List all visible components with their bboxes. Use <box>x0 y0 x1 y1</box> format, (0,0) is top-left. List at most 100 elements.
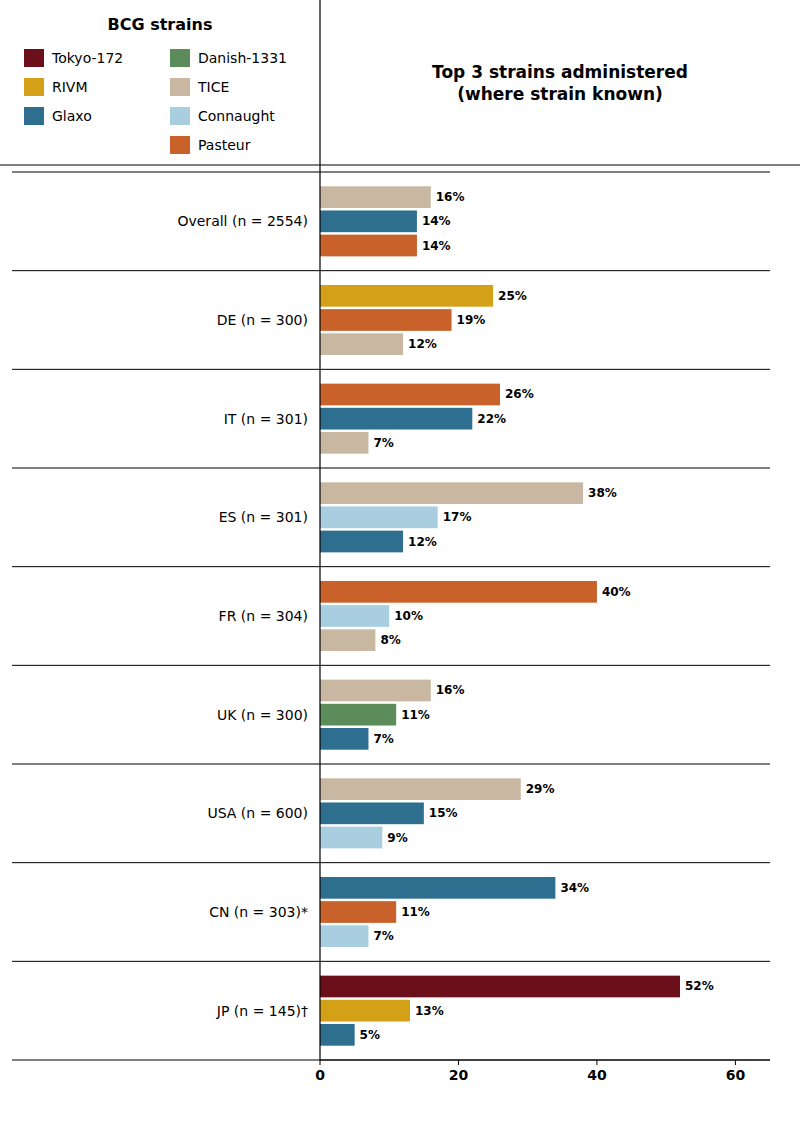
data-label: 14% <box>422 214 451 228</box>
bar <box>320 408 472 430</box>
row-separator <box>12 764 770 765</box>
bar <box>320 827 382 849</box>
bar <box>320 309 452 331</box>
bar <box>320 210 417 232</box>
category-label: USA (n = 600) <box>207 805 308 821</box>
row-separator <box>12 961 770 962</box>
legend-swatch <box>170 78 190 96</box>
legend-entry: TICE <box>197 79 229 95</box>
category-label: ES (n = 301) <box>219 509 308 525</box>
data-label: 38% <box>588 486 617 500</box>
x-axis <box>320 1059 770 1060</box>
title-line: Top 3 strains administered <box>432 62 688 82</box>
data-label: 52% <box>685 979 714 993</box>
legend-entry: Connaught <box>198 108 275 124</box>
row-separator <box>12 1060 770 1061</box>
data-label: 11% <box>401 708 430 722</box>
bar <box>320 877 555 899</box>
data-label: 19% <box>457 313 486 327</box>
tick-label: 20 <box>449 1067 469 1083</box>
separator <box>0 164 800 165</box>
legend-swatch <box>170 107 190 125</box>
bar <box>320 285 493 307</box>
bar <box>320 605 389 627</box>
data-label: 7% <box>373 732 393 746</box>
data-label: 16% <box>436 190 465 204</box>
tick-label: 0 <box>315 1067 325 1083</box>
title-line: (where strain known) <box>457 84 663 104</box>
category-label: JP (n = 145)† <box>216 1003 308 1019</box>
data-label: 25% <box>498 289 527 303</box>
row-separator <box>12 665 770 666</box>
bar <box>320 1000 410 1022</box>
category-label: Overall (n = 2554) <box>177 213 308 229</box>
legend-swatch <box>170 49 190 67</box>
legend-entry: Glaxo <box>52 108 92 124</box>
category-label: FR (n = 304) <box>219 608 308 624</box>
bar <box>320 704 396 726</box>
data-label: 29% <box>526 782 555 796</box>
data-label: 34% <box>560 881 589 895</box>
tick <box>596 1060 597 1065</box>
chart: BCG strainsTokyo-172RIVMGlaxoDanish-1331… <box>0 0 800 1124</box>
tick-label: 40 <box>587 1067 607 1083</box>
separator <box>319 165 320 1060</box>
bar <box>320 680 431 702</box>
data-label: 15% <box>429 806 458 820</box>
bar <box>320 482 583 504</box>
bar <box>320 976 680 998</box>
row-separator <box>12 566 770 567</box>
legend-entry: RIVM <box>52 79 88 95</box>
category-label: IT (n = 301) <box>224 411 308 427</box>
legend-title: BCG strains <box>108 15 213 34</box>
separator <box>319 0 320 165</box>
data-label: 13% <box>415 1004 444 1018</box>
bar <box>320 186 431 208</box>
bar <box>320 235 417 257</box>
bars <box>320 186 680 1045</box>
row-separator <box>12 862 770 863</box>
bar <box>320 506 438 528</box>
data-label: 40% <box>602 585 631 599</box>
data-label: 17% <box>443 510 472 524</box>
title: Top 3 strains administered(where strain … <box>432 62 688 104</box>
legend-swatch <box>24 78 44 96</box>
legend-entry: Pasteur <box>198 137 251 153</box>
bar <box>320 778 521 800</box>
data-label: 7% <box>373 436 393 450</box>
row-separator <box>12 172 770 173</box>
data-labels: 16% 14% 14% 25% 19% 12% 26% 22% 7% 38% 17% 12% 40% 10… <box>360 190 714 1042</box>
legend-swatch <box>170 136 190 154</box>
legend-entry: Tokyo-172 <box>51 50 123 66</box>
data-label: 7% <box>373 929 393 943</box>
legend-swatch <box>24 107 44 125</box>
bar <box>320 802 424 824</box>
data-label: 10% <box>394 609 423 623</box>
tick <box>458 1060 459 1065</box>
bar <box>320 925 368 947</box>
category-label: DE (n = 300) <box>217 312 308 328</box>
data-label: 16% <box>436 683 465 697</box>
bar <box>320 432 368 454</box>
category-label: CN (n = 303)* <box>209 904 308 920</box>
category-label: UK (n = 300) <box>217 707 308 723</box>
row-separator <box>12 369 770 370</box>
bar <box>320 728 368 750</box>
data-label: 22% <box>477 412 506 426</box>
bar <box>320 333 403 355</box>
data-label: 12% <box>408 337 437 351</box>
bar <box>320 581 597 603</box>
row-separator <box>12 270 770 271</box>
data-label: 26% <box>505 387 534 401</box>
tick <box>320 1060 321 1065</box>
data-label: 9% <box>387 831 407 845</box>
legend-swatch <box>24 49 44 67</box>
bar <box>320 384 500 406</box>
data-label: 11% <box>401 905 430 919</box>
bar <box>320 531 403 553</box>
tick <box>735 1060 736 1065</box>
data-label: 8% <box>380 633 400 647</box>
data-label: 14% <box>422 239 451 253</box>
data-label: 12% <box>408 535 437 549</box>
row-separator <box>12 468 770 469</box>
